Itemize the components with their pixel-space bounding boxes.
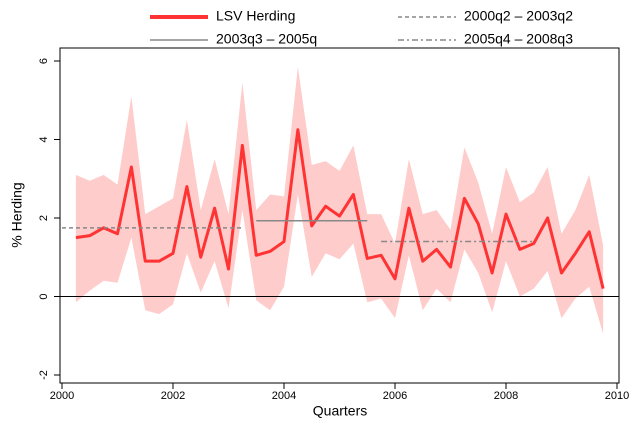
x-tick-label: 2000 [50,390,74,402]
legend-label: 2003q3 – 2005q [216,31,317,47]
x-tick-label: 2006 [383,390,407,402]
x-tick-label: 2002 [161,390,185,402]
x-tick-label: 2008 [494,390,518,402]
y-tick-label: 2 [38,215,50,221]
y-axis-label: % Herding [9,182,25,247]
y-tick-label: -2 [38,370,50,380]
x-axis-label: Quarters [313,403,367,419]
legend-label: 2005q4 – 2008q3 [464,31,573,47]
x-tick-label: 2010 [605,390,629,402]
confidence-band [75,66,604,334]
plot-frame [59,47,620,384]
y-tick-label: 0 [38,293,50,299]
legend-label: LSV Herding [216,8,295,24]
y-tick-label: 4 [38,136,50,142]
x-tick-label: 2004 [272,390,296,402]
data-line [75,128,605,290]
y-tick-label: 6 [38,58,50,64]
legend-label: 2000q2 – 2003q2 [464,8,573,24]
